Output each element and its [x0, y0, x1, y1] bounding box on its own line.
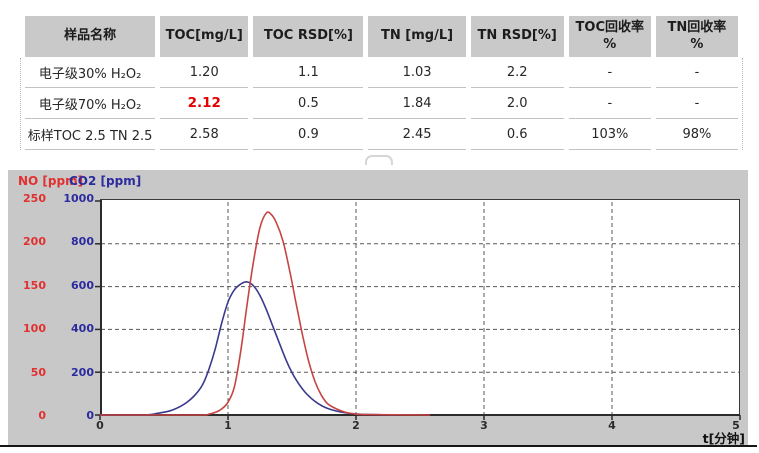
x-tick-label: 4: [608, 419, 616, 432]
sample-name-cell: 标样TOC 2.5 TN 2.5: [25, 119, 156, 150]
chart-svg: [95, 200, 741, 420]
chart-panel: NO [ppm] CO2 [ppm] t[分钟] 0 50 100 150 200 250…: [8, 170, 748, 446]
no-tick-label: 0: [38, 409, 46, 422]
value-cell: 0.5: [253, 88, 364, 119]
no-tick-label: 200: [23, 235, 46, 249]
column-header-toc-recovery: TOC回收率 %: [568, 16, 651, 57]
value-cell: 1.20: [160, 57, 249, 88]
column-header-tn-recovery: TN回收率 %: [655, 16, 738, 57]
value-cell: 103%: [568, 119, 651, 150]
value-cell: -: [655, 88, 738, 119]
x-tick-label: 2: [352, 419, 360, 432]
table-body: 电子级30% H₂O₂ 1.20 1.1 1.03 2.2- - 电子级70% H₂O₂ 2.…: [25, 57, 738, 150]
table-row: 电子级30% H₂O₂ 1.20 1.1 1.03 2.2- -: [25, 57, 738, 88]
value-cell: 1.03: [368, 57, 466, 88]
co2-curve: [100, 281, 395, 416]
no-axis-title: NO [ppm]: [18, 174, 84, 188]
value-cell: 0.9: [253, 119, 364, 150]
value-cell: 2.2: [470, 57, 564, 88]
no-tick-label: 50: [30, 365, 46, 379]
no-tick-label: 250: [23, 192, 46, 205]
x-tick-label: 1: [224, 419, 232, 432]
bottom-divider: [0, 445, 757, 447]
table-row: 电子级70% H₂O₂ 2.12 0.5 1.84 2.0- -: [25, 88, 738, 119]
column-header-tn: TN [mg/L]: [368, 16, 466, 57]
column-header-tn-rsd: TN RSD[%]: [470, 16, 564, 57]
co2-tick-label: 800: [71, 235, 94, 249]
co2-axis-title: CO2 [ppm]: [69, 174, 142, 188]
value-cell: -: [655, 57, 738, 88]
value-cell: 1.84: [368, 88, 466, 119]
column-header-toc: TOC[mg/L]: [160, 16, 249, 57]
x-tick-label: 5: [732, 419, 740, 432]
x-axis-title: t[分钟]: [702, 431, 745, 446]
co2-tick-label: 200: [71, 365, 94, 379]
no-curve: [100, 211, 431, 416]
column-header-toc-rsd: TOC RSD[%]: [253, 16, 364, 57]
no-tick-label: 100: [23, 322, 46, 336]
x-tick-label: 0: [96, 419, 104, 432]
sample-name-cell: 电子级70% H₂O₂: [25, 88, 156, 119]
collapse-handle[interactable]: [365, 155, 393, 165]
results-table: 样品名称 TOC[mg/L] TOC RSD[%] TN [mg/L] TN R…: [20, 16, 743, 150]
sample-name-cell: 电子级30% H₂O₂: [25, 57, 156, 88]
column-header-sample-name: 样品名称: [25, 16, 156, 57]
value-cell: 2.58: [160, 119, 249, 150]
value-cell: 2.45: [368, 119, 466, 150]
co2-tick-label: 0: [86, 409, 94, 422]
co2-tick-label: 1000: [63, 192, 94, 205]
table-row: 标样TOC 2.5 TN 2.5 2.58 0.9 2.45 0.6 103% 98%: [25, 119, 738, 150]
plot-area: [95, 199, 741, 420]
value-cell: 2.0: [470, 88, 564, 119]
no-tick-label: 150: [23, 278, 46, 292]
value-cell: 0.6: [470, 119, 564, 150]
value-cell: 98%: [655, 119, 738, 150]
value-cell: -: [568, 57, 651, 88]
co2-tick-label: 600: [71, 278, 94, 292]
co2-tick-label: 400: [71, 322, 94, 336]
table-header: 样品名称 TOC[mg/L] TOC RSD[%] TN [mg/L] TN R…: [25, 16, 738, 57]
value-cell: 1.1: [253, 57, 364, 88]
value-cell: 2.12: [160, 88, 249, 119]
x-tick-label: 3: [480, 419, 488, 432]
value-cell: -: [568, 88, 651, 119]
